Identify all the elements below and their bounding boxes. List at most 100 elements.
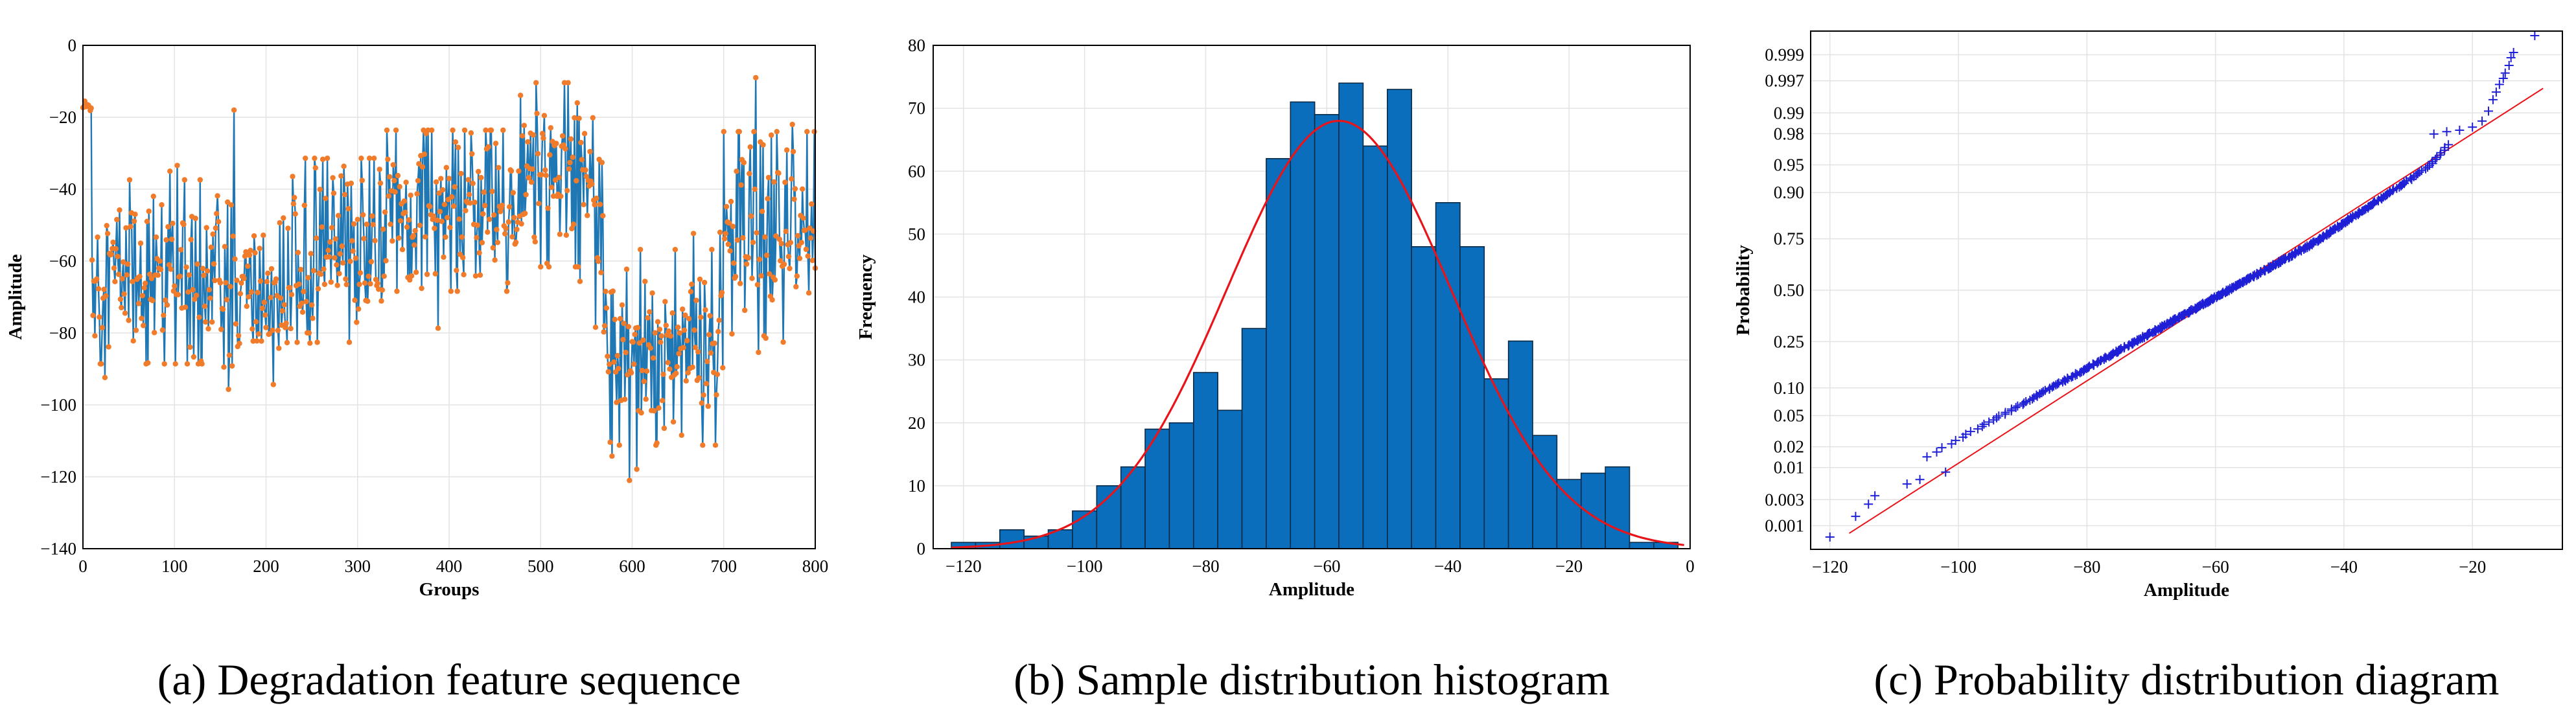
data-point <box>689 281 695 287</box>
data-point <box>141 323 146 328</box>
data-point <box>769 132 774 138</box>
data-point <box>456 216 462 222</box>
data-point <box>472 273 479 279</box>
sample-point <box>2038 387 2048 396</box>
data-point <box>478 175 484 181</box>
data-point <box>688 289 694 295</box>
data-point <box>142 280 148 286</box>
normal-fit-curve <box>951 119 1684 549</box>
data-point <box>137 240 144 246</box>
data-point <box>310 315 316 321</box>
panel-b-x-tick-labels: −120 −100 −80 −60 −40 −20 0 <box>946 556 1695 576</box>
y-tick-label: 20 <box>908 413 925 433</box>
data-point <box>110 239 116 246</box>
sample-point <box>1966 427 1975 437</box>
data-point <box>139 293 145 299</box>
data-point <box>338 173 344 179</box>
sample-point <box>1961 429 1971 439</box>
data-point <box>452 184 458 190</box>
data-point <box>469 151 475 157</box>
data-point <box>243 249 249 255</box>
data-point <box>203 225 209 231</box>
data-point <box>314 339 320 345</box>
histogram-bar <box>1532 435 1558 549</box>
data-point <box>437 209 443 214</box>
y-tick-label: −80 <box>49 323 76 343</box>
y-tick-label: 0 <box>68 36 77 55</box>
data-point <box>401 198 407 204</box>
data-point <box>605 369 611 375</box>
x-tick-label: −100 <box>1940 557 1977 577</box>
data-point <box>541 113 548 119</box>
data-point <box>793 284 799 290</box>
sample-point <box>1991 413 2001 423</box>
data-point <box>747 170 752 177</box>
data-point <box>340 260 346 266</box>
data-point <box>665 360 671 365</box>
data-point <box>720 365 726 371</box>
data-point <box>518 93 524 98</box>
panel-b-y-tick-labels: 0 10 20 30 40 50 60 70 80 <box>908 36 925 558</box>
data-point <box>226 386 231 393</box>
data-point <box>641 378 647 384</box>
data-point <box>726 220 732 226</box>
data-point <box>237 341 242 347</box>
data-point <box>331 190 337 196</box>
data-point <box>226 352 233 358</box>
data-point <box>432 271 438 277</box>
data-point <box>488 127 494 133</box>
x-tick-label: −80 <box>1192 556 1219 576</box>
data-point <box>545 205 551 211</box>
data-point <box>290 201 297 207</box>
data-point <box>283 325 288 330</box>
data-point <box>380 226 386 232</box>
data-point <box>776 170 782 176</box>
data-point <box>559 133 566 139</box>
data-point <box>351 221 357 227</box>
data-point <box>264 279 270 284</box>
x-tick-label: −40 <box>2330 557 2358 577</box>
data-point <box>404 224 410 230</box>
data-point <box>750 240 756 246</box>
x-tick-label: 0 <box>78 556 87 576</box>
data-point <box>131 218 137 224</box>
data-point <box>256 331 262 337</box>
data-point <box>102 374 108 380</box>
data-point <box>288 292 295 297</box>
data-point <box>787 266 793 271</box>
data-point <box>772 277 778 283</box>
y-tick-label: 70 <box>908 98 925 118</box>
data-point <box>599 159 605 166</box>
data-point <box>514 226 520 233</box>
data-point <box>191 354 197 360</box>
data-point <box>563 146 568 152</box>
data-point <box>370 222 376 227</box>
data-point <box>257 246 262 251</box>
data-point <box>305 275 311 280</box>
data-point <box>246 252 253 258</box>
data-point <box>500 127 506 133</box>
y-tick-label: 0.90 <box>1774 183 1804 202</box>
y-tick-label: 10 <box>908 476 925 496</box>
data-point <box>680 306 686 312</box>
data-point <box>614 352 621 359</box>
data-point <box>221 364 227 370</box>
histogram-bar <box>1411 246 1437 549</box>
data-point <box>513 239 519 246</box>
data-point <box>99 361 104 367</box>
data-point <box>609 453 615 459</box>
y-tick-label: −20 <box>49 108 76 127</box>
data-point <box>194 261 200 267</box>
data-point <box>367 280 373 287</box>
data-point <box>686 315 692 322</box>
data-point <box>174 163 180 168</box>
data-point <box>684 338 690 343</box>
data-point <box>691 327 697 333</box>
data-point <box>308 251 314 257</box>
data-point <box>533 80 539 86</box>
data-point <box>175 292 181 297</box>
data-point <box>215 193 220 199</box>
data-point <box>504 288 510 294</box>
data-point <box>792 186 798 192</box>
data-point <box>534 110 540 117</box>
